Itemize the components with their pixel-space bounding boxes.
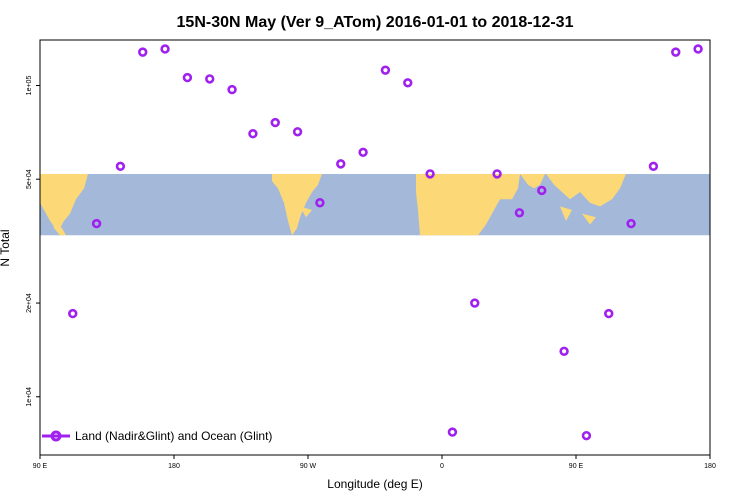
x-tick-label: 90 E (33, 463, 48, 470)
data-point (270, 117, 280, 128)
data-point (648, 161, 659, 172)
x-tick-label: 180 (704, 463, 716, 470)
map-band (40, 173, 710, 236)
data-point (403, 78, 413, 88)
data-point (182, 72, 193, 83)
y-tick-label: 5e+04 (26, 169, 33, 189)
data-point (671, 47, 681, 57)
land-shape (416, 173, 520, 236)
x-axis-label: Longitude (deg E) (327, 477, 422, 491)
data-point (227, 84, 237, 95)
legend: Land (Nadir&Glint) and Ocean (Glint) (42, 429, 272, 443)
data-point (205, 74, 215, 84)
data-point (514, 208, 525, 218)
data-point (447, 427, 458, 437)
data-point (581, 430, 592, 441)
legend-marker (50, 430, 62, 442)
land-shape (52, 220, 66, 236)
land-shape (546, 173, 626, 207)
y-tick-label: 1e+05 (26, 76, 33, 96)
plot-frame (39, 39, 711, 456)
data-point (492, 169, 502, 179)
chart-title: 15N-30N May (Ver 9_ATom) 2016-01-01 to 2… (177, 14, 574, 31)
y-tick-label: 2e+04 (26, 293, 33, 313)
data-point (315, 198, 325, 208)
legend-label: Land (Nadir&Glint) and Ocean (Glint) (75, 429, 272, 443)
data-point (626, 218, 636, 229)
land-shapes (40, 173, 626, 236)
data-point (358, 147, 368, 158)
data-point (559, 346, 569, 356)
land-shape (582, 213, 596, 225)
data-point (115, 161, 126, 172)
data-point (470, 298, 480, 308)
data-point (138, 47, 148, 57)
x-axis: 90 E 180 90 W 0 90 E 180 (33, 455, 716, 470)
x-tick-label: 0 (440, 463, 444, 470)
data-point (336, 159, 346, 169)
data-points (68, 44, 703, 441)
data-point (693, 44, 703, 54)
data-point (604, 308, 614, 319)
data-point (292, 127, 303, 137)
land-shape (40, 173, 88, 232)
land-shape (300, 206, 312, 218)
land-shape (560, 206, 572, 221)
y-axis: 1e+04 2e+04 5e+04 1e+05 (26, 76, 40, 407)
data-point (68, 308, 78, 319)
x-tick-label: 180 (168, 463, 180, 470)
y-axis-label: N Total (0, 229, 12, 266)
x-tick-label: 90 E (569, 463, 584, 470)
land-shape (520, 173, 545, 189)
data-point (425, 169, 435, 179)
data-point (91, 218, 102, 229)
data-point (160, 44, 170, 54)
data-point (537, 185, 547, 196)
x-tick-label: 90 W (300, 463, 317, 470)
y-tick-label: 1e+04 (26, 387, 33, 407)
data-point (248, 129, 258, 139)
data-point (380, 65, 391, 75)
land-shape (272, 173, 322, 236)
